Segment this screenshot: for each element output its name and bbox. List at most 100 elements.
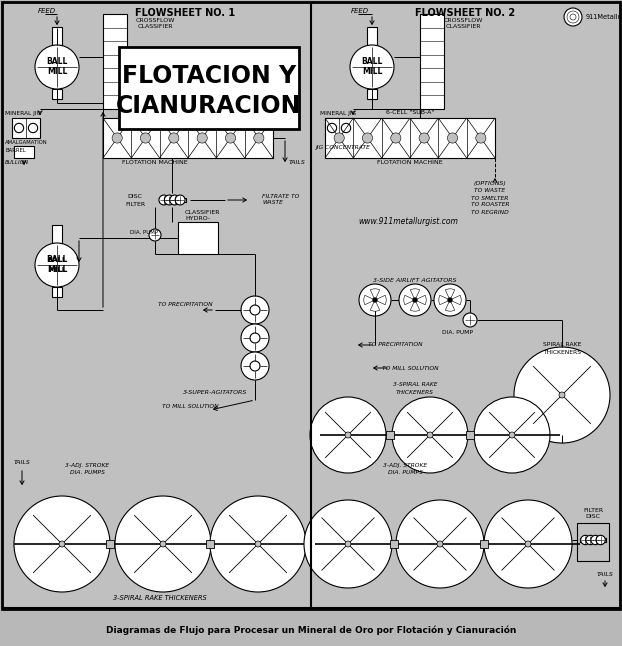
Circle shape: [250, 333, 260, 343]
Wedge shape: [370, 300, 380, 311]
Text: CLASSIFIER: CLASSIFIER: [185, 209, 221, 214]
Bar: [367, 89, 377, 99]
Text: TO PRECIPITATION: TO PRECIPITATION: [368, 342, 422, 348]
Text: AMALGAMATION: AMALGAMATION: [5, 140, 48, 145]
Text: BARREL: BARREL: [5, 147, 26, 152]
Text: 3-ADJ. STROKE: 3-ADJ. STROKE: [383, 463, 427, 468]
Circle shape: [175, 195, 185, 205]
Text: MINERAL JIG: MINERAL JIG: [320, 110, 356, 116]
Text: TAILS: TAILS: [289, 160, 306, 165]
Text: 6-CELL     "SUB-A": 6-CELL "SUB-A": [127, 110, 183, 114]
Bar: [206, 540, 214, 548]
Bar: [580, 538, 606, 542]
Circle shape: [341, 123, 351, 132]
Circle shape: [363, 133, 373, 143]
Text: BALL: BALL: [47, 257, 67, 263]
Text: DIA. PUMP: DIA. PUMP: [130, 229, 158, 234]
Circle shape: [564, 8, 582, 26]
Text: TO MILL SOLUTION: TO MILL SOLUTION: [382, 366, 439, 371]
Bar: [466, 431, 474, 439]
Circle shape: [35, 45, 79, 89]
Text: THICKENERS: THICKENERS: [396, 390, 434, 395]
Text: TAILS: TAILS: [596, 572, 613, 578]
Bar: [52, 27, 62, 45]
Text: 3-SUPER-AGITATORS: 3-SUPER-AGITATORS: [183, 390, 247, 395]
Text: SPIRAL RAKE: SPIRAL RAKE: [543, 342, 581, 348]
Wedge shape: [411, 300, 420, 311]
Text: CROSSFLOW: CROSSFLOW: [443, 17, 483, 23]
Text: FILTRATE TO: FILTRATE TO: [262, 194, 299, 198]
Circle shape: [255, 541, 261, 547]
Wedge shape: [439, 295, 450, 305]
Circle shape: [159, 195, 169, 205]
Circle shape: [29, 123, 38, 132]
Circle shape: [591, 536, 600, 545]
Text: FLOTATION MACHINE: FLOTATION MACHINE: [377, 160, 443, 165]
Text: WASTE: WASTE: [262, 200, 283, 205]
Text: DIA. PUMPS: DIA. PUMPS: [70, 470, 104, 475]
Wedge shape: [450, 295, 461, 305]
Text: DISC: DISC: [128, 194, 142, 200]
Circle shape: [35, 243, 79, 287]
Wedge shape: [364, 295, 375, 305]
Bar: [178, 222, 218, 254]
Circle shape: [241, 296, 269, 324]
Circle shape: [484, 500, 572, 588]
Wedge shape: [445, 300, 455, 311]
Bar: [390, 540, 398, 548]
Circle shape: [210, 496, 306, 592]
Circle shape: [412, 298, 417, 302]
Text: 3-ADJ. STROKE: 3-ADJ. STROKE: [65, 463, 109, 468]
Circle shape: [525, 541, 531, 547]
Circle shape: [14, 123, 24, 132]
Text: FEED: FEED: [38, 8, 56, 14]
Circle shape: [170, 195, 180, 205]
Circle shape: [586, 536, 595, 545]
Text: 3-SPIRAL RAKE THICKENERS: 3-SPIRAL RAKE THICKENERS: [113, 595, 207, 601]
Circle shape: [391, 133, 401, 143]
Circle shape: [241, 352, 269, 380]
Circle shape: [164, 195, 174, 205]
Bar: [106, 540, 114, 548]
Text: Diagramas de Flujo para Procesar un Mineral de Oro por Flotación y Cianuración: Diagramas de Flujo para Procesar un Mine…: [106, 625, 516, 635]
Bar: [12, 118, 40, 138]
Bar: [52, 225, 62, 243]
Circle shape: [509, 432, 515, 438]
Text: MILL: MILL: [362, 67, 382, 76]
Circle shape: [160, 541, 166, 547]
Circle shape: [396, 500, 484, 588]
Circle shape: [345, 432, 351, 438]
Circle shape: [14, 496, 110, 592]
Circle shape: [149, 229, 161, 241]
Circle shape: [327, 123, 337, 132]
Text: CLASSIFIER: CLASSIFIER: [445, 25, 481, 30]
Circle shape: [447, 133, 458, 143]
Wedge shape: [375, 295, 386, 305]
Text: TAILS: TAILS: [14, 459, 30, 464]
Circle shape: [514, 347, 610, 443]
Bar: [325, 118, 495, 158]
Bar: [325, 118, 353, 138]
Text: CROSSFLOW: CROSSFLOW: [136, 17, 175, 23]
Bar: [52, 287, 62, 297]
Circle shape: [345, 541, 351, 547]
Text: FLOTATION MACHINE: FLOTATION MACHINE: [122, 160, 188, 165]
Text: www.911metallurgist.com: www.911metallurgist.com: [358, 218, 458, 227]
Text: THICKENERS: THICKENERS: [543, 351, 581, 355]
Text: TO PRECIPITATION: TO PRECIPITATION: [158, 302, 212, 306]
Circle shape: [476, 133, 486, 143]
Bar: [14, 146, 34, 158]
Text: FLOTACION Y
CIANURACION: FLOTACION Y CIANURACION: [116, 64, 302, 118]
Circle shape: [392, 397, 468, 473]
Wedge shape: [445, 289, 455, 300]
Circle shape: [141, 133, 151, 143]
Text: TO WASTE: TO WASTE: [475, 189, 506, 194]
Circle shape: [596, 536, 605, 545]
Circle shape: [310, 397, 386, 473]
Text: FLOWSHEET NO. 2: FLOWSHEET NO. 2: [415, 8, 515, 18]
Text: BALL: BALL: [46, 256, 68, 264]
Circle shape: [350, 45, 394, 89]
Circle shape: [474, 397, 550, 473]
Circle shape: [334, 133, 344, 143]
Text: DIA. PUMPS: DIA. PUMPS: [388, 470, 422, 475]
